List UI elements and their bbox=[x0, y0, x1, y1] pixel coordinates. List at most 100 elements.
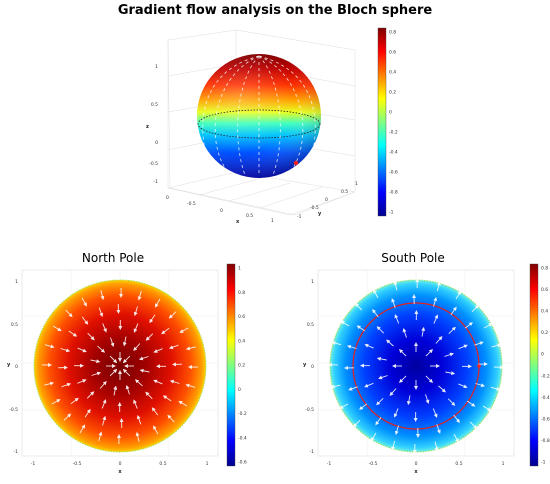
flow-arrow bbox=[61, 382, 72, 388]
flow-arrow bbox=[110, 337, 115, 348]
flow-arrow bbox=[448, 326, 456, 335]
flow-arrow bbox=[44, 344, 55, 349]
north-pole-disk bbox=[34, 280, 206, 452]
flow-arrow bbox=[364, 382, 374, 388]
flow-arrow bbox=[433, 314, 439, 324]
sphere-z-tick: 0.5 bbox=[151, 102, 158, 108]
flow-arrow bbox=[102, 323, 107, 333]
colorbar-tick-label: 0 bbox=[389, 110, 392, 116]
sphere-y-tick: -1 bbox=[297, 214, 302, 220]
colorbar-tick-label: -0.4 bbox=[238, 435, 247, 441]
colorbar-tick-label: -0.6 bbox=[541, 416, 550, 422]
flow-arrow bbox=[378, 375, 388, 380]
flow-arrow bbox=[491, 343, 502, 348]
north-y-tick: -0.5 bbox=[9, 407, 18, 413]
flow-arrow bbox=[60, 348, 71, 353]
flow-arrow bbox=[86, 391, 95, 399]
flow-arrow bbox=[376, 356, 387, 361]
flow-arrow bbox=[168, 344, 179, 350]
north-colorbar bbox=[226, 263, 236, 467]
colorbar-tick-label: 0 bbox=[238, 387, 241, 393]
flow-arrow bbox=[101, 399, 107, 409]
south-marker-red bbox=[477, 364, 481, 368]
north-colorbar-ticks: 1 0.8 0.6 0.4 0.2 0 -0.2 -0.4 -0.6 bbox=[238, 266, 247, 466]
north-x-tick: 0 bbox=[119, 461, 122, 467]
flow-arrow bbox=[391, 298, 396, 308]
flow-arrow bbox=[125, 384, 130, 395]
sphere-x-tick: 0 bbox=[220, 208, 223, 214]
colorbar-tick-label: 0.2 bbox=[389, 90, 396, 96]
flow-arrow bbox=[352, 419, 361, 428]
flow-arrow bbox=[436, 424, 441, 434]
colorbar-tick-label: 0.4 bbox=[541, 309, 548, 315]
south-y-tick: -1 bbox=[310, 449, 315, 455]
colorbar-tick-label: 0.4 bbox=[389, 70, 396, 76]
colorbar-tick-label: 0.8 bbox=[541, 266, 548, 272]
flow-arrow bbox=[433, 296, 438, 307]
colorbar-tick-label: -0.4 bbox=[541, 395, 550, 401]
flow-arrow bbox=[372, 309, 379, 318]
south-y-tick: 1 bbox=[311, 279, 314, 285]
flow-arrow bbox=[145, 391, 153, 400]
flow-arrow bbox=[375, 416, 382, 426]
flow-arrow bbox=[402, 328, 407, 338]
colorbar-tick-label: -0.8 bbox=[541, 438, 550, 444]
colorbar-tick-label: -0.6 bbox=[389, 170, 398, 176]
flow-arrow bbox=[398, 348, 407, 357]
flow-arrow bbox=[133, 323, 139, 333]
flow-arrow bbox=[153, 425, 159, 435]
flow-arrow bbox=[161, 327, 170, 335]
flow-arrow bbox=[389, 388, 397, 396]
flow-arrow bbox=[394, 314, 400, 324]
north-pole-title: North Pole bbox=[82, 251, 144, 265]
north-pole-flow-vectors bbox=[41, 287, 199, 445]
figure-title: Gradient flow analysis on the Bloch sphe… bbox=[118, 3, 433, 18]
flow-arrow bbox=[90, 359, 101, 364]
north-x-tick: 0.5 bbox=[159, 461, 166, 467]
north-y-tick: 1 bbox=[15, 279, 18, 285]
sphere-marker-red bbox=[293, 160, 299, 166]
south-y-tick: -0.5 bbox=[305, 407, 314, 413]
flow-arrow bbox=[77, 379, 87, 384]
flow-arrow bbox=[453, 414, 460, 423]
north-y-tick: 0 bbox=[15, 364, 18, 370]
sphere-z-label: z bbox=[146, 124, 149, 130]
north-y-tick: 0.5 bbox=[11, 322, 18, 328]
south-x-label: x bbox=[414, 469, 418, 475]
flow-arrow bbox=[458, 383, 468, 389]
north-y-tick: -1 bbox=[14, 449, 19, 455]
flow-arrow bbox=[339, 403, 349, 409]
flow-arrow bbox=[453, 433, 459, 443]
south-x-tick: 0 bbox=[415, 461, 418, 467]
flow-arrow bbox=[475, 383, 486, 388]
flow-arrow bbox=[81, 297, 87, 307]
flow-arrow bbox=[44, 381, 55, 386]
flow-arrow bbox=[98, 307, 104, 318]
south-y-label: y bbox=[303, 362, 307, 368]
flow-arrow bbox=[425, 348, 434, 357]
flow-arrow bbox=[139, 368, 150, 373]
flow-arrow bbox=[122, 336, 127, 347]
sphere-y-tick: 1 bbox=[355, 181, 358, 187]
colorbar-tick-label: 0.8 bbox=[389, 30, 396, 36]
flow-arrow bbox=[77, 347, 87, 353]
flow-arrow bbox=[386, 339, 394, 347]
colorbar-tick-label: 0.2 bbox=[541, 330, 548, 336]
colorbar-tick-label: 0 bbox=[541, 352, 544, 358]
sphere-equator bbox=[197, 109, 321, 139]
flow-arrow bbox=[135, 431, 140, 442]
flow-arrow bbox=[348, 386, 358, 391]
flow-arrow bbox=[466, 400, 476, 407]
sphere-x-label: x bbox=[236, 219, 240, 225]
sphere-x-tick: 0 bbox=[166, 195, 169, 201]
flow-arrow bbox=[145, 333, 154, 341]
flow-arrow bbox=[133, 399, 138, 409]
sphere-flow-vectors bbox=[202, 55, 316, 176]
north-pole-boundary bbox=[33, 279, 207, 453]
flow-arrow bbox=[154, 298, 161, 308]
colorbar-tick-label: 0.6 bbox=[389, 50, 396, 56]
flow-arrow bbox=[178, 400, 188, 407]
flow-arrow bbox=[447, 398, 456, 406]
colorbar-tick-label: -0.2 bbox=[389, 130, 398, 136]
